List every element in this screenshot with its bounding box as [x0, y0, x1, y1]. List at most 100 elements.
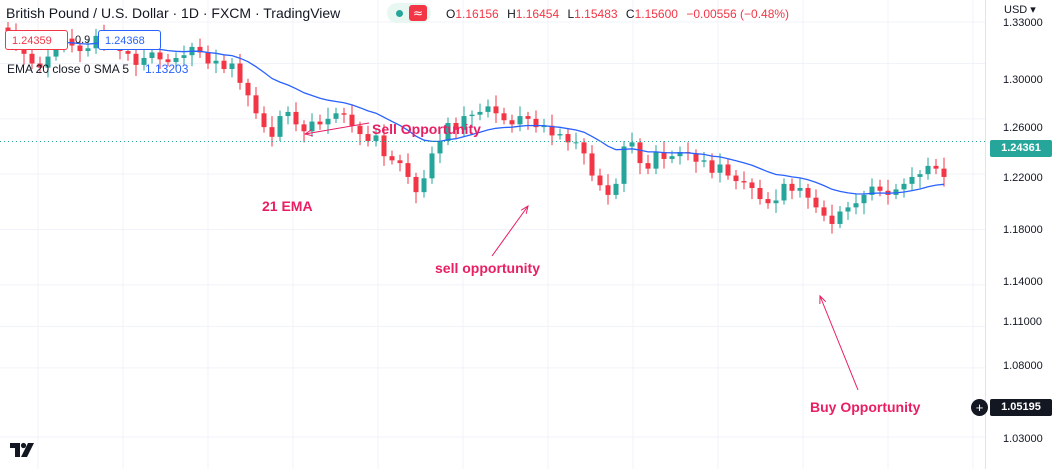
candle-body: [525, 116, 531, 119]
candle-body: [557, 134, 563, 136]
candle-body: [453, 122, 459, 130]
candle-body: [821, 207, 827, 216]
candle-body: [869, 186, 875, 195]
candle-body: [917, 174, 923, 177]
candle-body: [837, 211, 843, 224]
candle-body: [845, 207, 851, 212]
candle-body: [677, 152, 683, 157]
ohlc-change: −0.00556 (−0.48%): [686, 7, 790, 21]
currency-selector[interactable]: USD ▾: [1004, 4, 1036, 16]
candle-body: [709, 160, 715, 173]
candle-body: [317, 121, 323, 125]
sell-arrow-2: [491, 205, 529, 257]
candle-body: [357, 125, 363, 135]
candle-body: [253, 95, 259, 114]
candle-body: [789, 183, 795, 191]
sell-opportunity-label: Sell Opportunity: [372, 121, 481, 137]
ohlc-close: 1.15600: [634, 7, 678, 21]
candle-body: [565, 134, 571, 143]
candle-body: [485, 106, 491, 112]
candle-body: [277, 116, 283, 137]
sell-arrow-2-head: [520, 204, 529, 214]
candle-body: [261, 113, 267, 128]
candle-body: [133, 53, 139, 65]
axis-tick: 1.11000: [1003, 316, 1042, 328]
candle-body: [493, 106, 499, 114]
axis-tick: 1.18000: [1003, 224, 1043, 236]
axis-tick: 1.33000: [1003, 17, 1043, 29]
indicator-label[interactable]: EMA 20 close 0 SMA 5: [7, 62, 130, 76]
candle-body: [421, 178, 427, 193]
candle-body: [909, 176, 915, 184]
candle-body: [413, 176, 419, 193]
candle-body: [445, 122, 451, 141]
current-price-tag: 1.24361: [990, 140, 1052, 157]
candle-body: [581, 142, 587, 154]
candle-body: [661, 152, 667, 159]
candle-body: [717, 164, 723, 173]
candle-body: [549, 125, 555, 136]
candle-body: [813, 197, 819, 208]
buy-price-button[interactable]: 1.24368: [98, 30, 161, 50]
candle-body: [757, 188, 763, 200]
axis-tick: 1.26000: [1003, 122, 1043, 134]
candle-body: [533, 118, 539, 128]
candle-body: [325, 118, 331, 125]
candle-body: [477, 111, 483, 115]
ohlc-legend: O1.16156 H1.16454 L1.15483 C1.15600 −0.0…: [446, 7, 790, 21]
candle-body: [373, 135, 379, 141]
candle-body: [933, 165, 939, 169]
candle-body: [157, 52, 163, 60]
candle-body: [461, 116, 467, 130]
axis-tick: 1.30000: [1003, 74, 1043, 86]
ema-label: 21 EMA: [262, 198, 313, 214]
ohlc-low: 1.15483: [574, 7, 618, 21]
ohlc-open: 1.16156: [455, 7, 499, 21]
candle-body: [69, 38, 75, 46]
candle-body: [765, 199, 771, 204]
candle-body: [469, 114, 475, 117]
market-status-pill[interactable]: ≈: [387, 3, 431, 23]
candle-body: [653, 152, 659, 169]
chart-title: British Pound / U.S. Dollar · 1D · FXCM …: [6, 5, 341, 21]
candle-body: [173, 57, 179, 63]
buy-opportunity-label: Buy Opportunity: [810, 399, 921, 415]
candle-body: [293, 111, 299, 125]
candle-body: [429, 153, 435, 179]
price-axis-divider: [985, 0, 986, 469]
candle-body: [285, 111, 291, 117]
indicator-value: 1.13203: [145, 62, 189, 76]
candle-body: [141, 57, 147, 65]
candle-body: [925, 165, 931, 175]
axis-tick: 1.22000: [1003, 172, 1043, 184]
sell-arrow-1: [304, 122, 370, 135]
candle-body: [645, 163, 651, 169]
candle-body: [693, 153, 699, 162]
sell-price-button[interactable]: 1.24359: [5, 30, 68, 50]
candle-body: [853, 203, 859, 208]
candle-body: [597, 175, 603, 186]
candle-body: [333, 113, 339, 119]
candle-body: [149, 52, 155, 58]
candle-body: [37, 63, 43, 68]
candle-body: [405, 163, 411, 177]
candle-body: [669, 156, 675, 159]
candle-body: [613, 183, 619, 195]
ema-20-line: [7, 32, 945, 195]
candle-body: [125, 51, 131, 54]
buy-arrow: [819, 295, 859, 391]
candle-body: [309, 121, 315, 132]
candle-body: [237, 63, 243, 83]
candle-body: [701, 160, 707, 162]
candle-body: [605, 185, 611, 195]
tradingview-logo-icon[interactable]: [8, 437, 38, 461]
candle-body: [437, 140, 443, 154]
candle-body: [341, 113, 347, 115]
candle-body: [245, 82, 251, 96]
add-alert-plus-icon[interactable]: +: [971, 399, 988, 416]
candle-body: [621, 146, 627, 184]
candle-body: [181, 55, 187, 58]
candle-body: [197, 46, 203, 53]
candle-body: [629, 142, 635, 147]
candle-body: [797, 188, 803, 191]
